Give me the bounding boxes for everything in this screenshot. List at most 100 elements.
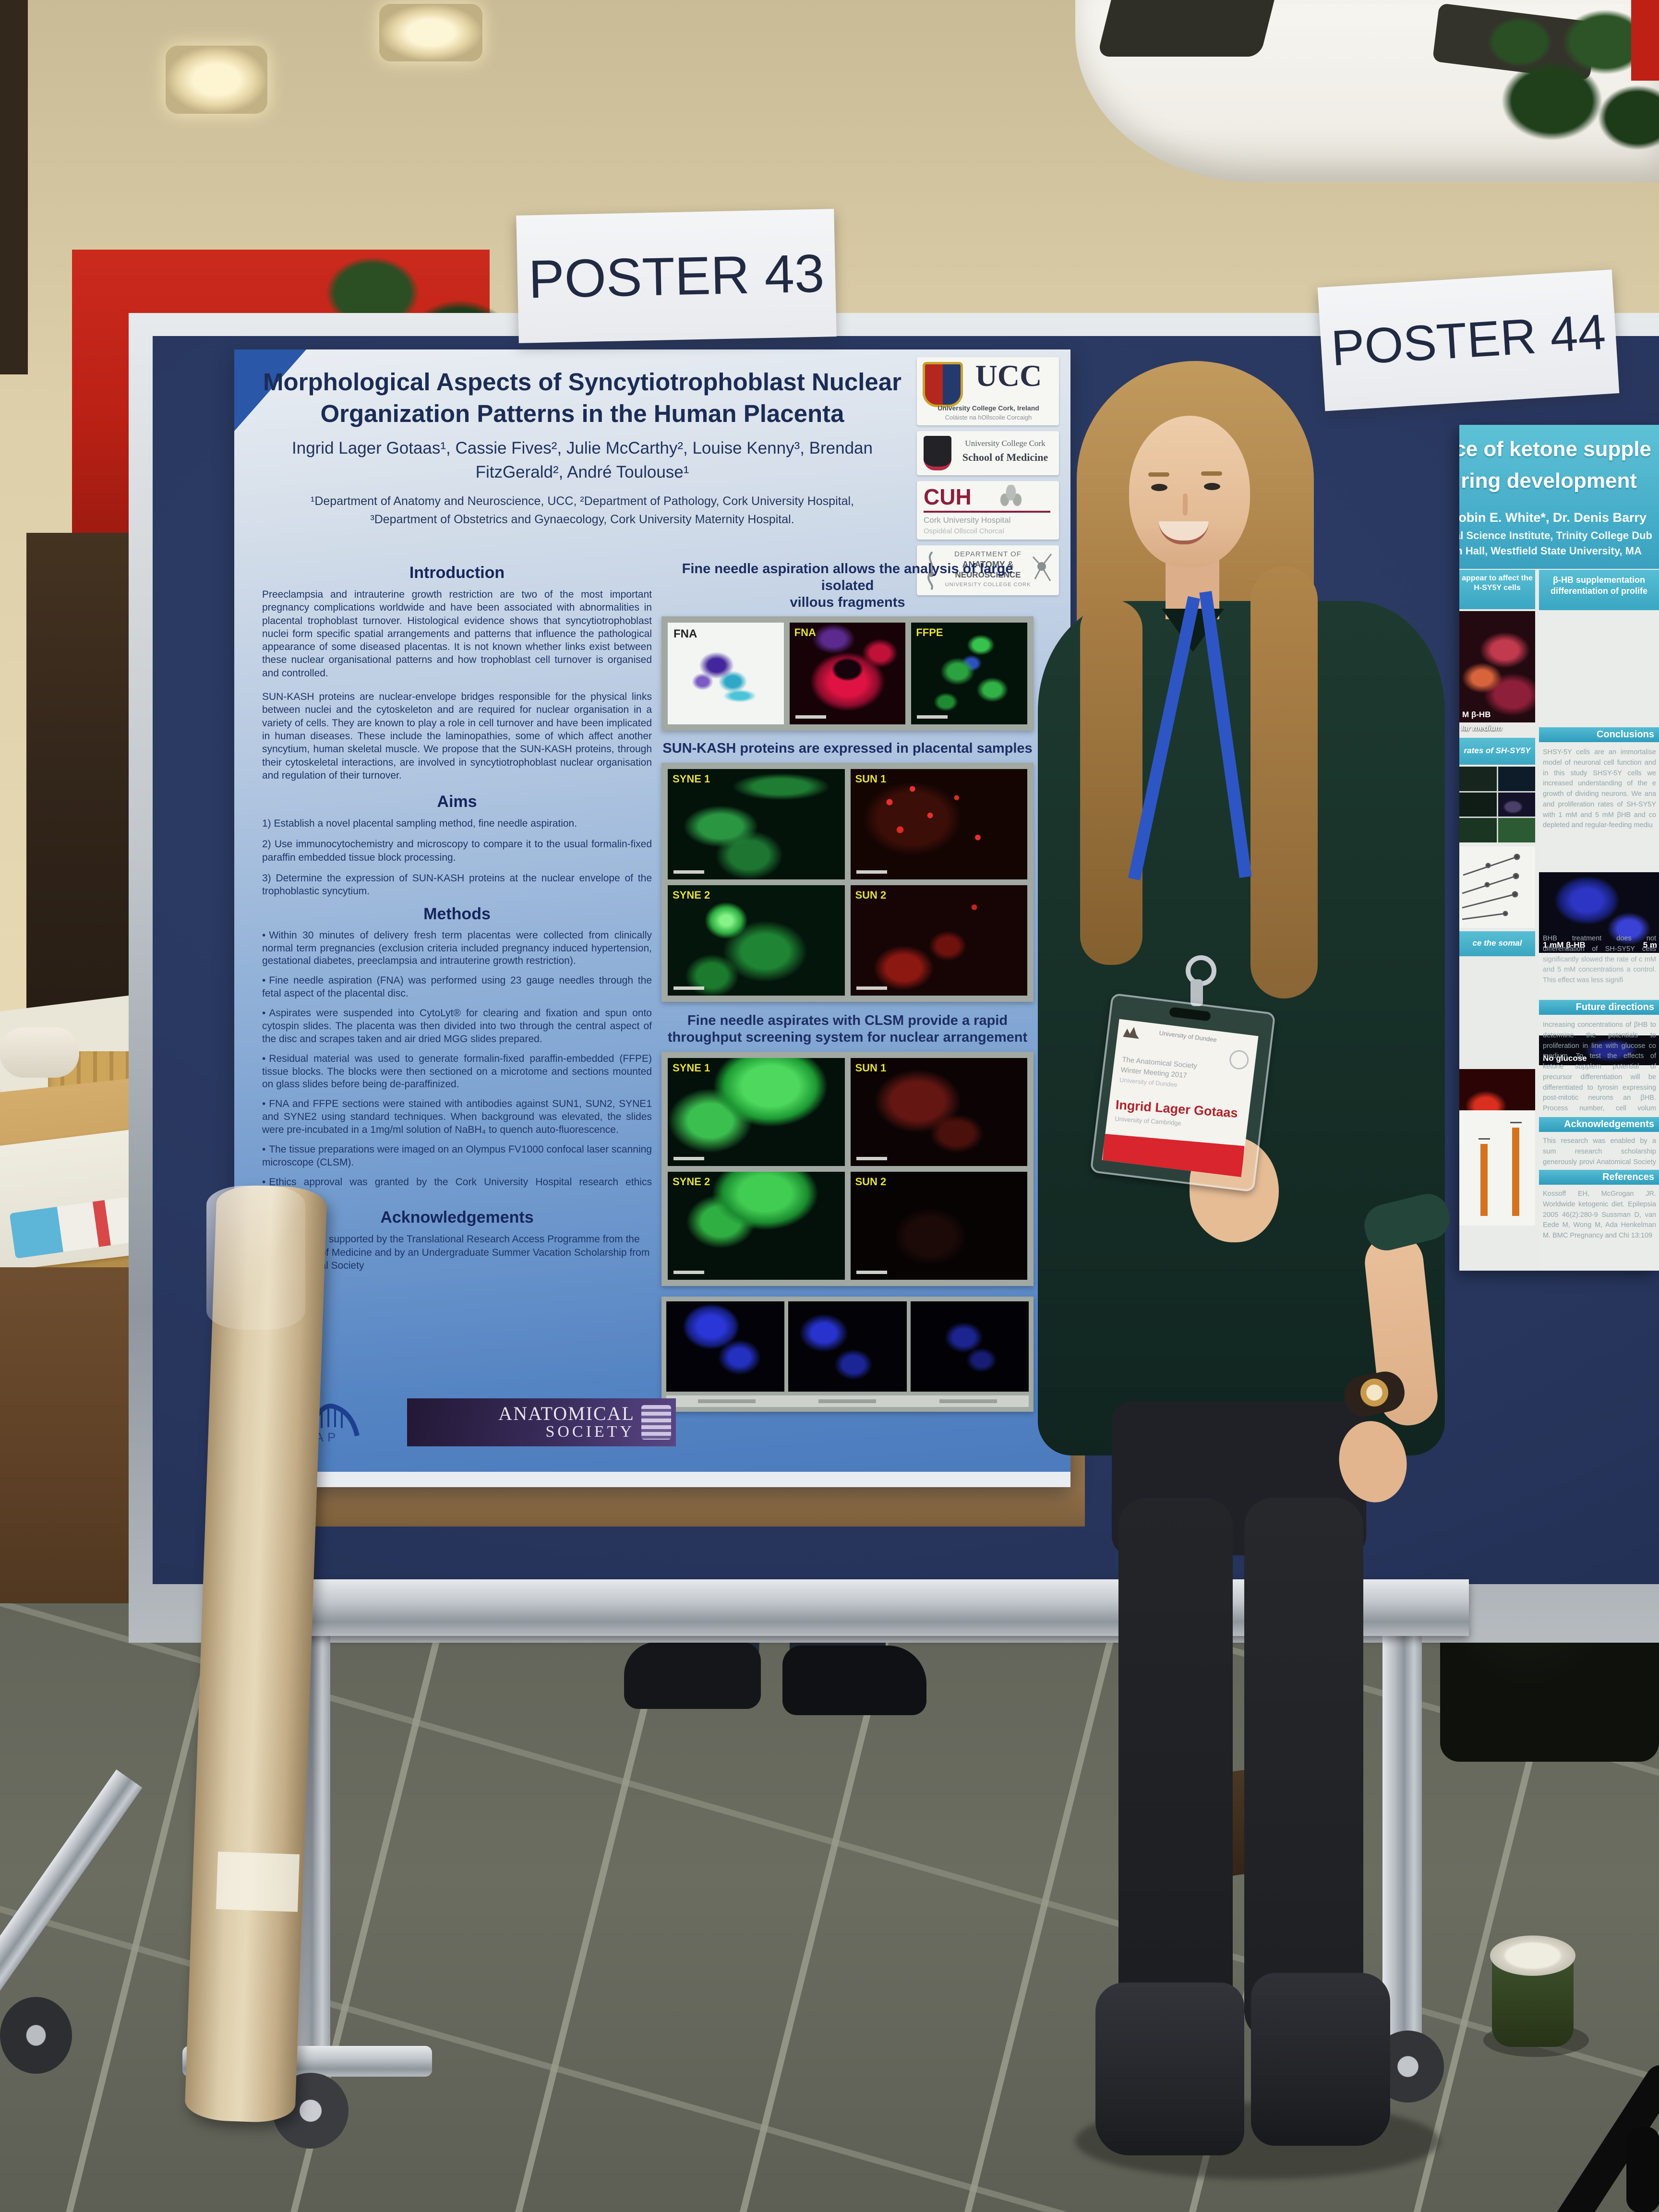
presenter-eyebrow	[1148, 472, 1169, 477]
tube-plastic-wrap	[206, 1186, 305, 1330]
poster44-conclusions-banner: Conclusions	[1539, 727, 1659, 742]
scale-bar	[856, 1156, 887, 1160]
poster44-blue-micrograph-2: No glucose	[1539, 1035, 1659, 1065]
poster43-footer-logos: TRAP ANATOMICAL SOCIETY	[263, 1398, 676, 1451]
presenter-face	[1129, 416, 1250, 567]
line-chart-svg	[1462, 854, 1520, 920]
poster-43-sign-text: POSTER 43	[528, 243, 825, 309]
bag-corner	[1626, 2127, 1659, 2212]
paper-roll	[0, 1027, 79, 1078]
anatomy-line4: UNIVERSITY COLLEGE CORK	[945, 582, 1031, 588]
poster43-right-column: Fine needle aspiration allows the analys…	[661, 561, 1034, 1412]
dapi-micrograph	[666, 1301, 785, 1392]
poster-44-sign: POSTER 44	[1317, 269, 1620, 411]
caster-wheel	[0, 1997, 72, 2074]
neuron-doodle-icon	[1032, 553, 1052, 581]
poster-44: and lineage significance of ketone suppl…	[1459, 425, 1659, 1271]
poster44-line-chart	[1459, 846, 1535, 928]
balcony-window-slot	[1097, 0, 1274, 57]
bystander-shoe	[782, 1646, 926, 1715]
medicine-line2: School of Medicine	[962, 451, 1048, 463]
sun2-clsm-micrograph: SUN 2	[850, 1171, 1027, 1280]
presenter-leg	[1118, 1498, 1233, 2055]
sun1-clsm-micrograph: SUN 1	[850, 1058, 1027, 1166]
ceiling-light	[166, 46, 267, 114]
cuh-leaf-icon	[998, 485, 1023, 510]
poster44-conclusions-text: SHSY-5Y cells are an immortalise model o…	[1543, 748, 1656, 830]
poster44-header: and lineage significance of ketone suppl…	[1459, 425, 1659, 569]
micrograph-label: SYNE 1	[673, 1061, 710, 1074]
cuh-line1: Cork University Hospital	[924, 516, 1011, 525]
presenter-hair-lock-right	[1250, 566, 1318, 998]
scale-bar	[673, 870, 704, 874]
methods-item1: Within 30 minutes of delivery fresh term…	[262, 929, 652, 968]
medicine-line1: University College Cork	[965, 439, 1046, 448]
poster44-bar-chart	[1459, 1110, 1535, 1226]
micrograph-label: SUN 1	[855, 773, 887, 785]
poster43-authors-line1: Ingrid Lager Gotaas¹, Cassie Fives², Jul…	[292, 439, 873, 457]
poster44-title-line2: neural precursors during development	[1459, 469, 1637, 493]
poster44-somal-heading: ce the somal	[1459, 931, 1535, 956]
poster43-title-line2: Organization Patterns in the Human Place…	[320, 400, 844, 427]
stand-post-right	[1382, 1632, 1422, 2045]
anatsoc-line2: SOCIETY	[545, 1423, 635, 1441]
poster-43-sign: POSTER 43	[516, 209, 837, 343]
grid-micrograph	[1498, 818, 1535, 842]
cuh-line2: Ospidéal Ollscoil Chorcaí	[924, 527, 1005, 535]
presenter-nose	[1183, 493, 1188, 516]
poster43-bottom-margin	[234, 1472, 1070, 1487]
poster43-affiliations-line1: ¹Department of Anatomy and Neuroscience,…	[311, 494, 854, 508]
neuron-doodle-icon	[927, 551, 934, 590]
methods-heading: Methods	[423, 904, 491, 923]
anatomy-neuroscience-logo: DEPARTMENT OF ANATOMY & NEUROSCIENCE UNI…	[917, 545, 1059, 595]
scale-bar	[673, 986, 704, 990]
presenter-eye	[1151, 484, 1167, 491]
micrograph-label: 5 m	[1643, 940, 1657, 950]
ceiling-light	[379, 4, 482, 61]
scale-bar	[673, 1156, 704, 1160]
anatomical-society-logo: ANATOMICAL SOCIETY	[407, 1398, 676, 1446]
introduction-para1: Preeclampsia and intrauterine growth res…	[262, 589, 652, 679]
hanging-plant	[1445, 0, 1659, 168]
figure2-heading: SUN-KASH proteins are expressed in place…	[662, 741, 1033, 757]
micrograph-label: SUN 1	[855, 1061, 887, 1074]
methods-item5: FNA and FFPE sections were stained with …	[262, 1098, 652, 1137]
error-tick	[1479, 1138, 1490, 1140]
syne1-micrograph: SYNE 1	[668, 769, 845, 880]
poster44-title-line1: and lineage significance of ketone suppl…	[1459, 437, 1651, 461]
aims-heading: Aims	[437, 793, 477, 811]
presenter-boot	[1251, 1973, 1390, 2146]
badge-crest-icon	[1228, 1049, 1250, 1071]
presenter-hair-lock-left	[1080, 600, 1142, 965]
micrograph-label: FNA	[794, 626, 816, 639]
aims-item1: 1) Establish a novel placental sampling …	[262, 818, 577, 830]
figure4-caption-strip	[666, 1395, 1029, 1407]
ucc-logo: UCC University College Cork, Ireland Col…	[917, 357, 1059, 425]
conference-badge: University of Dundee The Anatomical Soci…	[1090, 993, 1276, 1192]
badge-affiliation: University of Cambridge	[1114, 1115, 1182, 1127]
poster-44-sign-text: POSTER 44	[1329, 304, 1608, 376]
poster44-red-micrograph: M β-HB	[1459, 611, 1535, 722]
wristwatch-face	[1360, 1379, 1388, 1407]
subhead-right-line2: differentiation of prolife	[1551, 586, 1647, 596]
medicine-crest-icon	[924, 436, 951, 470]
school-of-medicine-logo: University College Cork School of Medici…	[917, 431, 1059, 475]
scale-bar	[795, 715, 826, 719]
caption-blur	[697, 1399, 756, 1403]
micrograph-label: FFPE	[916, 626, 943, 639]
micrograph-label: SUN 2	[855, 889, 887, 902]
figure2-panel: SYNE 1 SUN 1 SYNE 2 SUN 2	[661, 763, 1034, 1002]
subhead-left-line2: H-SY5Y cells	[1474, 584, 1521, 592]
micrograph-label: SYNE 2	[673, 1175, 710, 1188]
tube-label	[216, 1851, 300, 1912]
syne1-clsm-micrograph: SYNE 1	[668, 1058, 845, 1166]
badge-slot	[1169, 1007, 1211, 1022]
ucc-crest-icon	[923, 362, 963, 407]
grid-micrograph	[1498, 792, 1535, 817]
grid-micrograph	[1459, 767, 1497, 791]
syne2-clsm-micrograph: SYNE 2	[668, 1171, 845, 1280]
micrograph-label: SYNE 1	[673, 773, 710, 785]
figure3-panel: SYNE 1 SUN 1 SYNE 2 SUN 2	[661, 1051, 1034, 1286]
subhead-left-line1: appear to affect the	[1462, 574, 1533, 582]
